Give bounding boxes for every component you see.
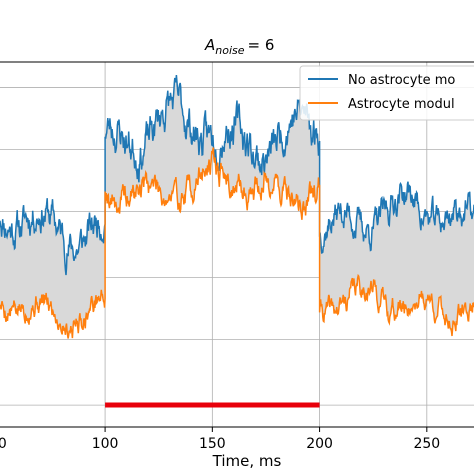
x-tick-label-1: 100 [92, 436, 119, 452]
x-tick-label-0: 50 [0, 436, 7, 452]
legend: No astrocyte mo Astrocyte modul [299, 65, 474, 121]
legend-label-astrocyte: Astrocyte modul [348, 97, 455, 112]
chart-title: Anoise = 6 [204, 36, 274, 57]
title-value: = 6 [248, 36, 275, 54]
series-line-1 [0, 147, 474, 339]
plot-frame [0, 61, 474, 428]
x-tick-label-3: 200 [306, 436, 333, 452]
shaded-area [0, 75, 474, 339]
x-tick-label-2: 150 [199, 436, 226, 452]
title-main: A [204, 36, 215, 54]
x-axis-ticks: 50 100 150 200 250 [0, 427, 440, 452]
series-lines [0, 75, 474, 339]
series-line-0 [0, 75, 474, 276]
title-subscript: noise [215, 44, 244, 57]
legend-label-no-astrocyte: No astrocyte mo [348, 73, 455, 88]
legend-box [299, 65, 474, 121]
x-axis-label: Time, ms [212, 452, 282, 470]
x-tick-label-4: 250 [413, 436, 440, 452]
shaded-region [0, 75, 474, 339]
